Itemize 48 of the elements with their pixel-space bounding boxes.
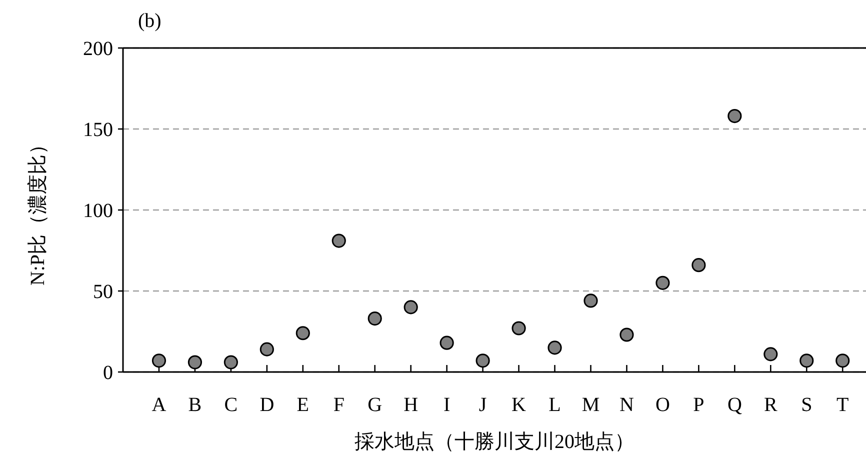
x-tick-label: A [152, 394, 167, 416]
point [260, 342, 274, 356]
x-tick-label: T [836, 394, 849, 416]
point [332, 234, 346, 248]
point [728, 108, 742, 124]
point [584, 294, 598, 308]
point [656, 276, 670, 290]
x-tick-label: O [655, 394, 670, 416]
x-tick-label: I [443, 394, 450, 416]
point [224, 355, 238, 370]
x-axis-title: 採水地点（十勝川支川20地点） [354, 431, 634, 453]
point [296, 326, 310, 340]
x-tick-label: R [764, 394, 778, 416]
point [512, 321, 526, 336]
x-tick-label: B [188, 394, 202, 416]
point [548, 340, 562, 355]
point [800, 354, 814, 368]
x-tick-label: N [620, 394, 634, 416]
x-tick-label: H [404, 394, 418, 416]
x-tick-label: P [693, 394, 704, 416]
point [188, 355, 202, 370]
y-tick-label: 100 [83, 200, 113, 222]
text: (b) [138, 10, 162, 32]
x-tick-label: E [296, 394, 310, 416]
y-tick-label: 200 [83, 38, 113, 60]
x-tick-label: G [368, 394, 382, 416]
x-tick-label: L [548, 394, 561, 416]
point [368, 311, 382, 326]
x-tick-label: K [512, 394, 527, 416]
y-tick-label: 0 [103, 362, 113, 384]
x-tick-label: D [260, 394, 274, 416]
x-tick-label: J [478, 394, 487, 416]
point [620, 328, 634, 342]
point [836, 354, 850, 368]
point [764, 347, 778, 362]
point [404, 300, 418, 314]
x-tick-label: C [224, 394, 238, 416]
y-axis-title: N:P比（濃度比） [27, 134, 49, 286]
x-tick-label: M [582, 394, 600, 416]
point [440, 336, 454, 350]
y-tick-label: 50 [93, 281, 113, 303]
point [692, 258, 706, 272]
y-tick-label: 150 [83, 119, 113, 141]
x-tick-label: Q [727, 394, 742, 416]
point [476, 354, 490, 368]
x-tick-label: S [801, 394, 812, 416]
point [152, 354, 166, 368]
x-tick-label: F [333, 394, 344, 416]
